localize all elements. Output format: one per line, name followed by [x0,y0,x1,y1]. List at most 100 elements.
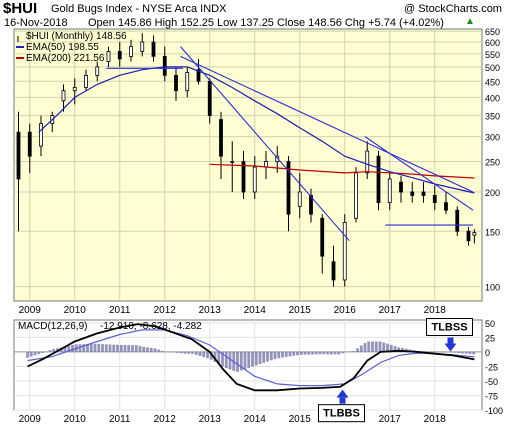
trendline [364,136,474,211]
macd-histogram-bar [86,344,89,352]
macd-histogram-bar [288,351,292,357]
candle-body [185,72,190,92]
macd-histogram-bar [78,344,82,352]
macd-histogram-bar [472,351,476,355]
macd-title: MACD(12,26,9) [18,321,88,332]
macd-histogram-bar [104,344,108,352]
candle-body [387,178,392,204]
price-x-tick-label: 2018 [424,305,447,316]
macd-histogram-bar [352,351,356,352]
candle-body [320,217,325,257]
macd-histogram-bar [187,351,191,354]
macd-line [27,323,475,392]
tlbss-box [426,318,473,337]
macd-histogram-bar [277,351,281,359]
macd-y-tick-label: -50 [485,377,498,387]
macd-histogram-bar [269,351,273,361]
candle-body [140,41,145,52]
macd-histogram-bar [266,351,269,362]
macd-x-tick-label: 2011 [109,414,131,425]
macd-histogram-bar [206,351,209,359]
up-arrow-icon: ▲ [465,16,475,27]
macd-histogram-bar [172,351,176,353]
macd-histogram-bar [397,347,401,352]
macd-histogram-bar [356,348,359,352]
candle-body [16,131,21,180]
price-x-tick-label: 2010 [64,305,87,316]
macd-histogram-bar [389,344,393,352]
arrow-down-icon [444,343,457,352]
macd-x-tick-label: 2012 [154,414,177,425]
macd-histogram-bar [258,351,262,365]
price-y-tick-label: 650 [485,27,500,37]
candle-body [297,191,302,207]
macd-histogram-bar [202,351,206,358]
macd-y-tick-label: 0 [485,348,490,358]
macd-histogram-bar [367,341,371,352]
candle-body [117,51,122,60]
macd-histogram-bar [33,351,37,356]
macd-histogram-bar [281,351,284,358]
macd-histogram-bar [236,351,239,372]
candle-body [432,195,437,204]
candle-body [230,161,235,163]
macd-histogram-bar [329,351,333,355]
candle-body [399,181,403,193]
date-label: 16-Nov-2018 [4,17,68,29]
macd-histogram-bar [446,351,449,353]
macd-histogram-bar [251,351,254,367]
trendline [180,46,350,242]
macd-histogram-bar [427,351,431,353]
macd-histogram-bar [292,351,296,356]
candle-body [151,41,156,57]
macd-x-tick-label: 2014 [244,414,267,425]
price-x-tick-label: 2016 [334,305,357,316]
macd-histogram-bar [371,341,374,352]
macd-histogram-bar [89,343,93,352]
trendline [180,55,474,193]
macd-histogram-bar [26,351,29,358]
macd-histogram-bar [393,346,397,352]
price-x-tick-label: 2011 [109,305,131,316]
price-y-tick-label: 450 [485,77,500,87]
macd-values: -12.910, -8.628, -4.282 [100,321,202,332]
tlbbs-box [318,404,365,423]
macd-histogram-bar [183,351,187,354]
index-name: Gold Bugs Index - NYSE Arca INDX [51,3,227,15]
macd-histogram-bar [48,350,52,352]
macd-histogram-bar [97,343,101,352]
macd-histogram-bar [401,348,404,352]
macd-histogram-bar [333,351,337,355]
macd-histogram-bar [247,351,251,368]
macd-histogram-bar [296,351,299,356]
macd-histogram-bar [318,351,322,355]
candle-body [174,74,178,92]
macd-histogram-bar [93,343,97,352]
candle-body [241,161,246,193]
macd-histogram-bar [52,349,56,352]
candle-body [84,74,88,88]
candle-body [331,261,336,281]
macd-histogram-bar [344,351,348,353]
candle-body [72,87,77,92]
macd-y-tick-label: -25 [485,362,498,372]
macd-histogram-bar [228,351,232,370]
macd-histogram-bar [198,351,202,357]
macd-x-tick-label: 2009 [19,414,42,425]
candle-body [354,172,358,219]
macd-histogram-bar [314,351,318,355]
candle-body [129,46,133,57]
price-y-tick-label: 200 [485,188,500,198]
macd-histogram-bar [457,351,461,354]
macd-histogram-bar [161,350,164,352]
macd-histogram-bar [322,351,326,355]
arrow-up-icon [336,389,349,398]
macd-histogram-bar [82,344,86,352]
macd-histogram-bar [311,351,314,355]
macd-histogram-bar [382,342,386,352]
legend-ema50: EMA(50) 198.55 [26,42,99,53]
macd-histogram-bar [254,351,258,366]
price-y-tick-label: 350 [485,112,500,122]
macd-histogram-bar [303,351,307,355]
macd-y-tick-label: 25 [485,333,495,343]
